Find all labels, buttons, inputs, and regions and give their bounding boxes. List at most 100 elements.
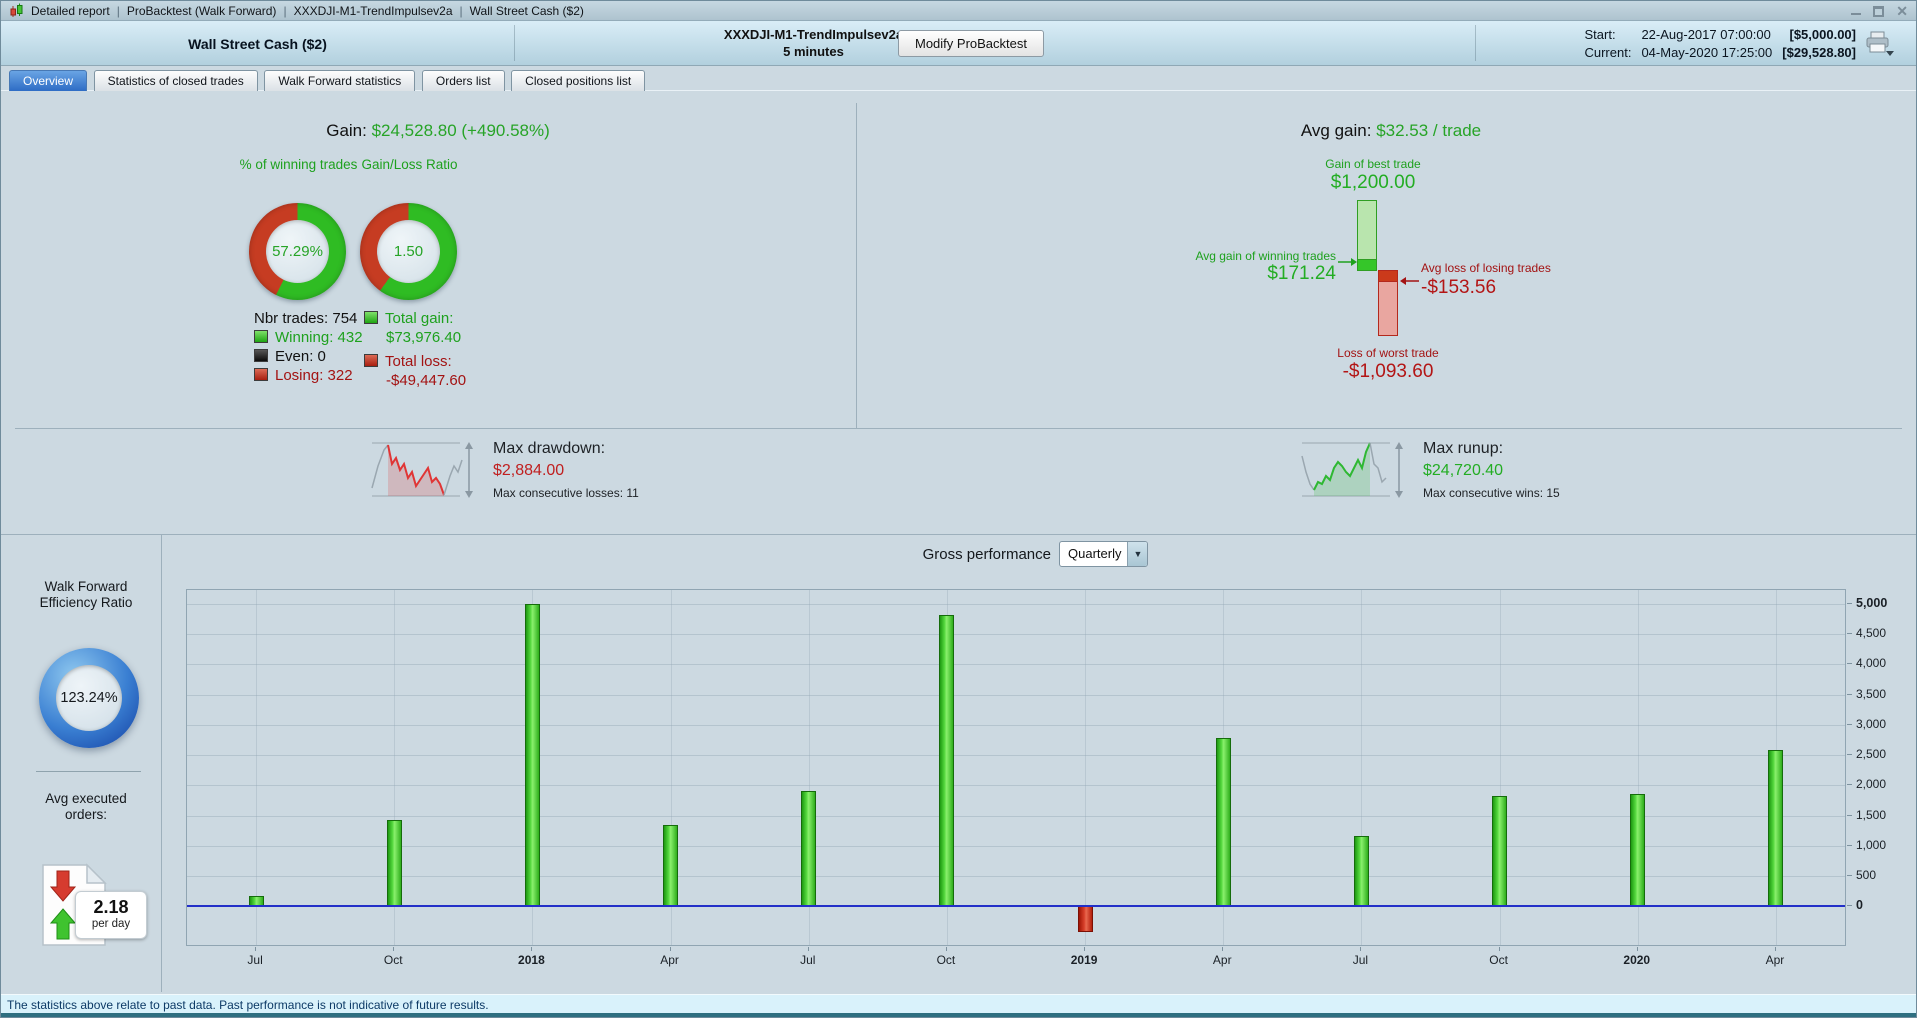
y-axis-tick (1847, 875, 1852, 877)
current-label: Current: (1584, 45, 1632, 60)
x-axis: Jul Oct 2018 Apr Jul Oct 2019 Apr Jul Oct 2020 Apr (186, 947, 1846, 973)
v-gridline (1085, 590, 1087, 945)
arrow-left-icon (1400, 274, 1419, 289)
tab-statistics-closed-trades[interactable]: Statistics of closed trades (93, 70, 258, 91)
max-runup-label: Max runup: (1423, 440, 1504, 457)
restore-icon[interactable] (1873, 5, 1885, 17)
system-name: XXXDJI-M1-TrendImpulsev2a (723, 27, 904, 42)
x-axis-label: 2018 (518, 953, 545, 967)
x-axis-label: Oct (383, 953, 403, 967)
best-trade-value: $1,200.00 (1330, 172, 1416, 193)
chevron-down-icon[interactable]: ▼ (1127, 542, 1148, 566)
worst-trade-bar (1378, 270, 1398, 336)
h-gridline (187, 634, 1845, 636)
losing-count: Losing: 322 (275, 367, 353, 384)
period-selector[interactable]: Quarterly ▼ (1059, 541, 1149, 567)
modify-probacktest-button[interactable]: Modify ProBacktest (898, 30, 1044, 57)
max-runup-value: $24,720.40 (1423, 462, 1504, 479)
start-capital: [$5,000.00] (1789, 27, 1857, 42)
gross-performance-plot (186, 589, 1846, 946)
x-axis-tick (945, 947, 947, 951)
chart-bar (1215, 738, 1231, 907)
status-bar: The statistics above relate to past data… (1, 994, 1916, 1017)
current-capital: [$29,528.80] (1782, 45, 1856, 60)
x-axis-tick (1360, 947, 1362, 951)
start-datetime: 22-Aug-2017 07:00:00 (1641, 27, 1771, 42)
divider (856, 103, 857, 428)
x-axis-tick (669, 947, 671, 951)
runup-chart-icon (1300, 438, 1404, 501)
chart-bar (1768, 750, 1784, 907)
chart-title: Gross performance (922, 546, 1051, 563)
runup-stats: Max runup: $24,720.40 Max consecutive wi… (1423, 440, 1560, 500)
total-loss-value: -$49,447.60 (386, 372, 467, 389)
losing-swatch (254, 368, 268, 381)
y-axis-label: 1,500 (1856, 807, 1887, 822)
disclaimer-text: The statistics above relate to past data… (7, 998, 489, 1012)
tab-closed-positions-list[interactable]: Closed positions list (511, 70, 646, 91)
system-timeframe: 5 minutes (783, 44, 844, 59)
x-axis-tick (531, 947, 533, 951)
winning-donut-title: % of winning trades (239, 157, 358, 172)
divider (1475, 25, 1476, 61)
h-gridline (187, 876, 1845, 878)
trades-legend: Nbr trades: 754 Winning: 432 Even: 0 Los… (254, 309, 363, 385)
winning-count: Winning: 432 (275, 329, 363, 346)
y-axis-label: 2,500 (1856, 747, 1887, 762)
avg-gain-heading: Avg gain: $32.53 / trade (906, 121, 1876, 141)
title-bar: Detailed report | ProBacktest (Walk Forw… (1, 1, 1916, 21)
report-header: Wall Street Cash ($2) XXXDJI-M1-TrendImp… (1, 21, 1916, 66)
worst-trade-value: -$1,093.60 (1342, 361, 1434, 382)
max-consecutive-losses: Max consecutive losses: 11 (493, 486, 639, 500)
arrow-right-icon (1338, 255, 1357, 270)
y-axis-tick (1847, 663, 1852, 665)
avg-win-value: $171.24 (1267, 263, 1336, 284)
close-icon[interactable]: ✕ (1896, 3, 1908, 19)
x-axis-tick (1774, 947, 1776, 951)
divider (514, 25, 515, 61)
y-axis-label: 5,000 (1856, 595, 1888, 610)
drawdown-stats: Max drawdown: $2,884.00 Max consecutive … (493, 440, 639, 500)
print-icon[interactable] (1864, 31, 1894, 57)
y-axis-tick (1847, 905, 1852, 907)
v-gridline (256, 590, 258, 945)
avg-gain-value: $32.53 / trade (1376, 121, 1482, 140)
tab-overview[interactable]: Overview (9, 70, 88, 91)
even-swatch (254, 349, 268, 362)
h-gridline (187, 815, 1845, 817)
best-trade-bar (1357, 200, 1377, 271)
titlebar-instrument: Wall Street Cash ($2) (469, 3, 584, 18)
even-count: Even: 0 (275, 348, 326, 365)
x-axis-label: Apr (660, 953, 679, 967)
chart-bar (1492, 795, 1508, 907)
y-axis-label: 4,000 (1856, 656, 1887, 671)
system-title: XXXDJI-M1-TrendImpulsev2a 5 minutes (641, 26, 986, 60)
tab-walk-forward-statistics[interactable]: Walk Forward statistics (264, 70, 416, 91)
divider (15, 428, 1902, 429)
h-gridline (187, 845, 1845, 847)
zero-line (187, 905, 1845, 908)
v-gridline (670, 590, 672, 945)
chart-bar (1630, 793, 1646, 907)
y-axis-tick (1847, 754, 1852, 756)
x-axis-label: Jul (800, 953, 816, 967)
v-gridline (808, 590, 810, 945)
chart-bar (524, 603, 540, 907)
wfer-title: Walk Forward Efficiency Ratio (39, 579, 133, 610)
h-gridline (187, 785, 1845, 787)
winning-swatch (254, 330, 268, 343)
x-axis-label: 2019 (1070, 953, 1098, 967)
winning-trades-donut: 57.29% (249, 203, 346, 300)
max-consecutive-wins: Max consecutive wins: 15 (1423, 486, 1560, 500)
v-gridline (1499, 590, 1501, 945)
y-axis-label: 4,500 (1856, 626, 1887, 641)
gain-value: $24,528.80 (+490.58%) (371, 121, 550, 140)
avg-loss-value: -$153.56 (1421, 277, 1497, 298)
tab-orders-list[interactable]: Orders list (421, 70, 505, 91)
x-axis-label: Apr (1212, 953, 1232, 967)
avg-orders-value: 2.18 (93, 897, 129, 917)
minimize-icon[interactable] (1851, 7, 1862, 15)
y-axis-tick (1847, 814, 1852, 816)
x-axis-label: Apr (1765, 953, 1785, 967)
